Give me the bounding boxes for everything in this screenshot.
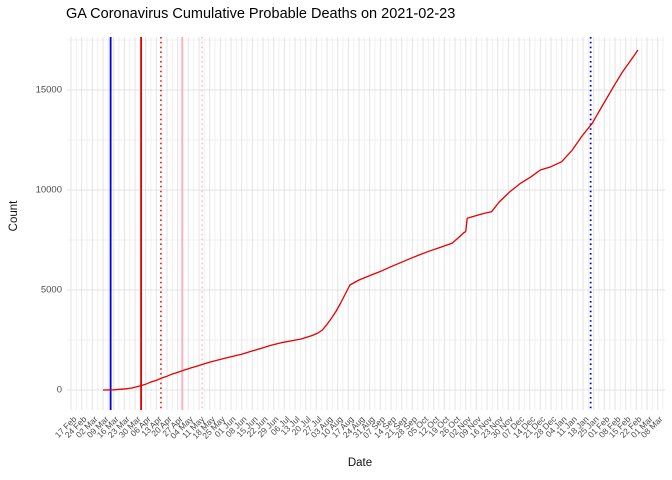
cumulative-probable-deaths-line: [102, 49, 639, 391]
y-tick-label: 5000: [40, 284, 62, 296]
y-tick-label: 15000: [35, 84, 62, 96]
x-axis-title: Date: [347, 457, 373, 469]
chart-title: GA Coronavirus Cumulative Probable Death…: [66, 6, 456, 22]
y-axis-title: Count: [8, 200, 20, 232]
y-tick-label: 0: [56, 384, 62, 396]
y-tick-label: 10000: [35, 184, 62, 196]
